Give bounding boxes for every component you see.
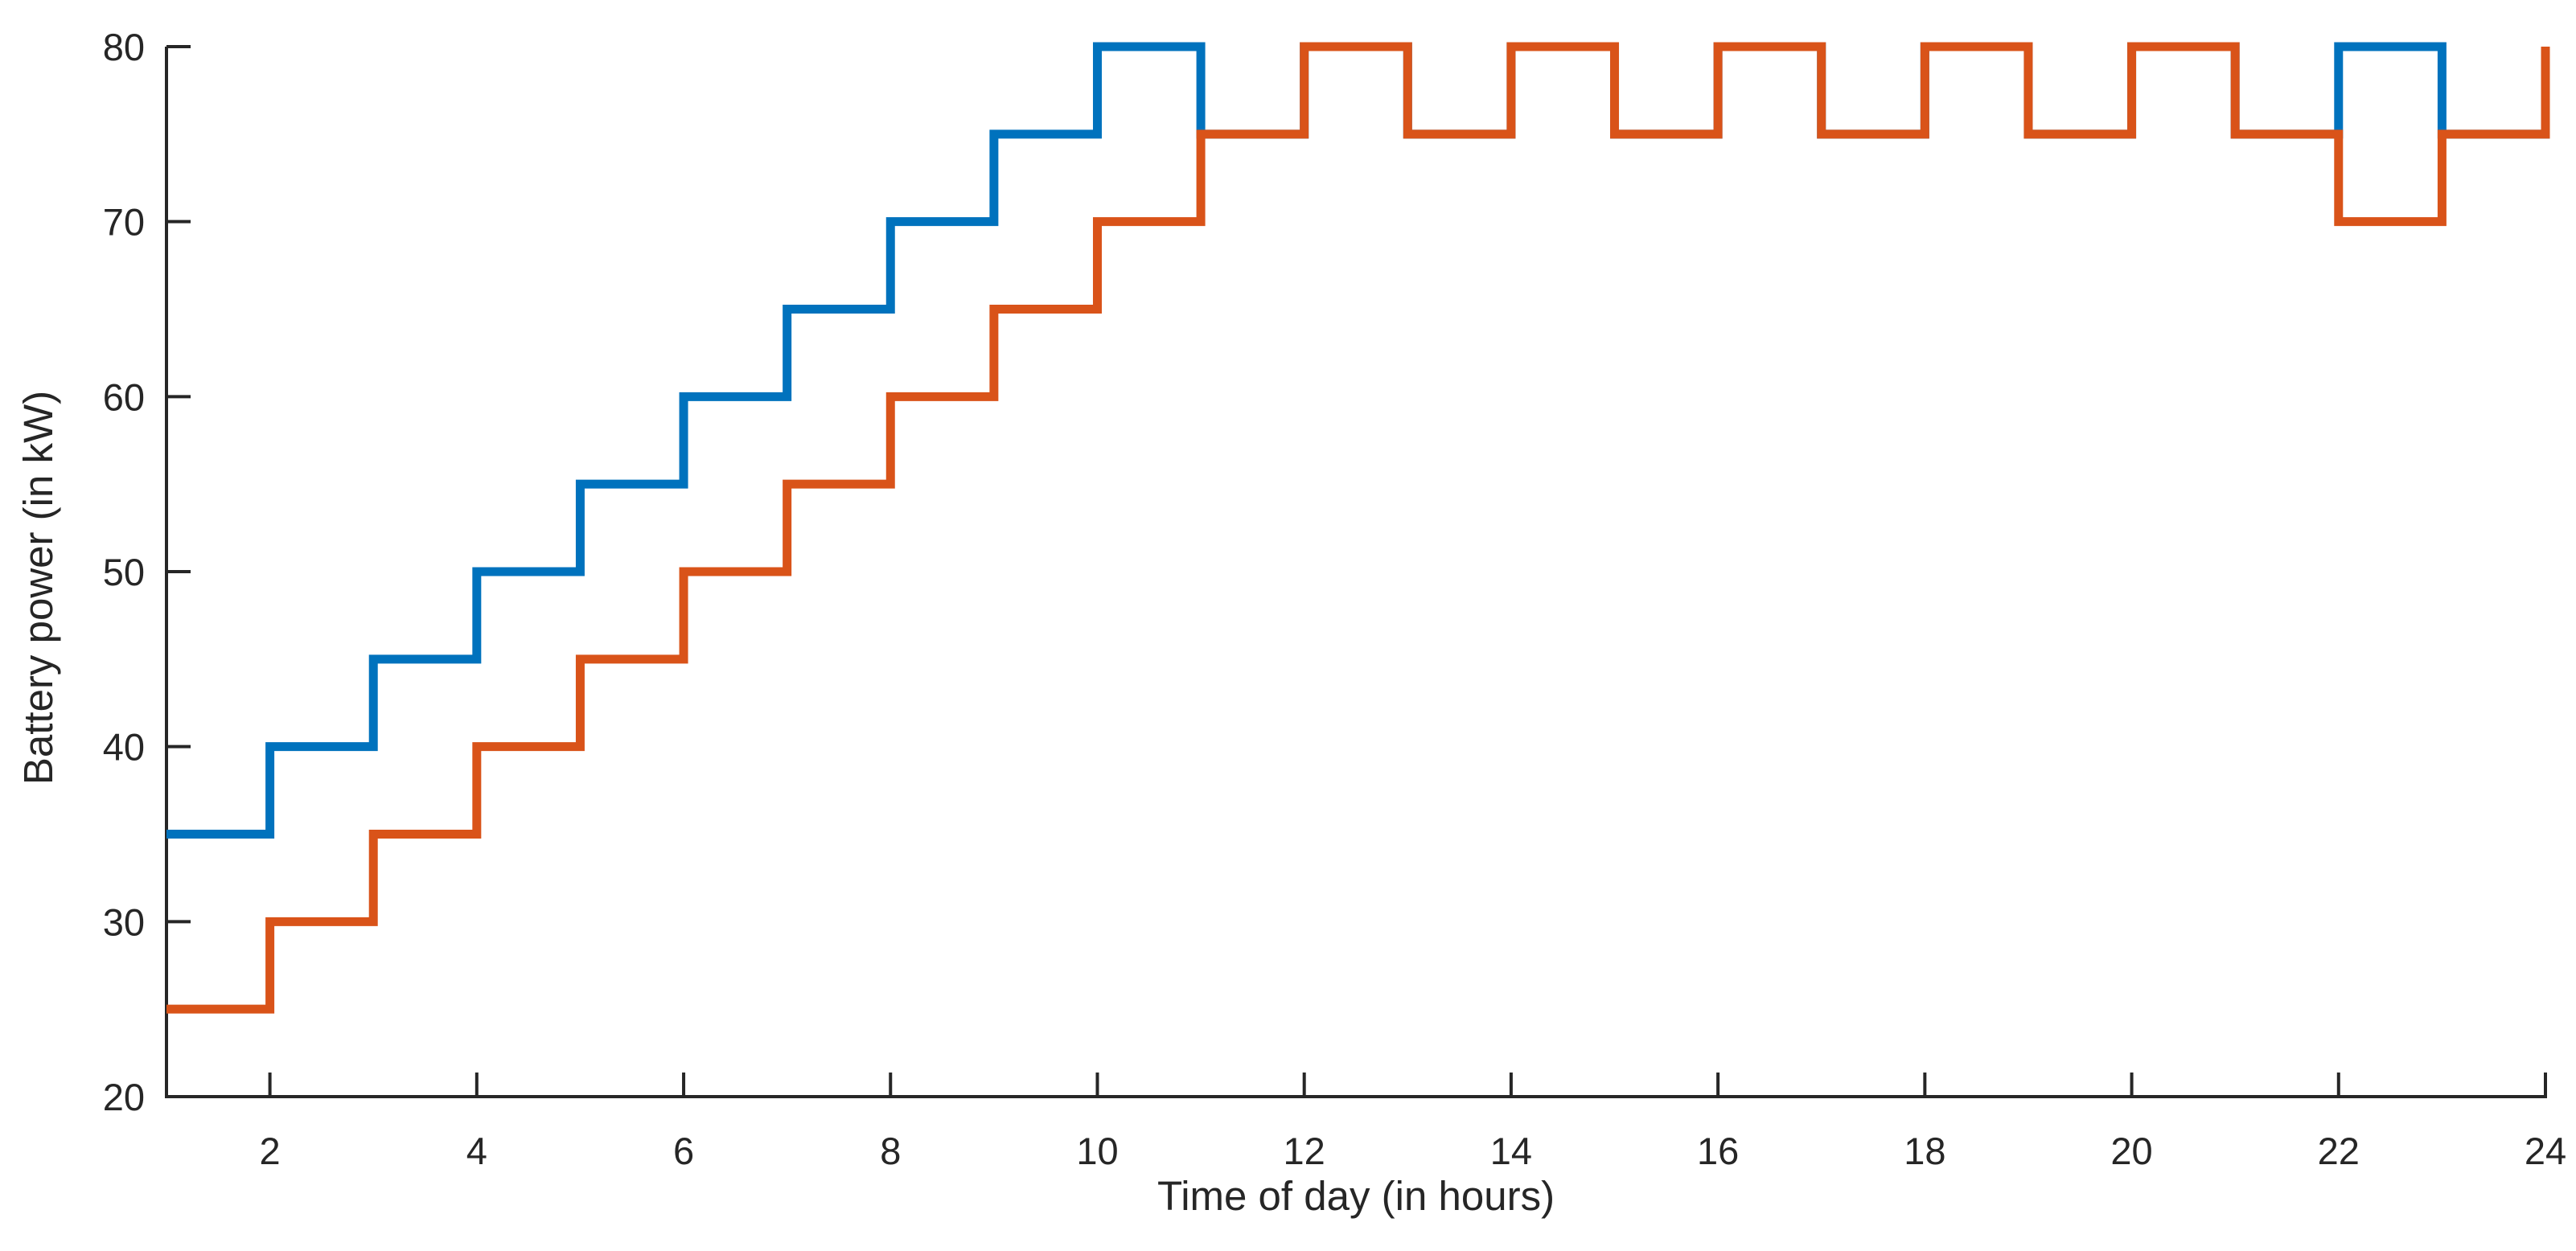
x-tick-label: 24 [2525, 1130, 2566, 1172]
x-tick-label: 6 [673, 1130, 694, 1172]
series-path-series-1-blue [166, 42, 2550, 839]
x-tick-label: 4 [466, 1130, 487, 1172]
x-tick-label: 22 [2318, 1130, 2360, 1172]
x-tick-label: 10 [1076, 1130, 1118, 1172]
x-tick-label: 14 [1490, 1130, 1532, 1172]
x-tick-label: 16 [1697, 1130, 1739, 1172]
x-axis-label: Time of day (in hours) [1157, 1173, 1555, 1219]
series-path-series-2-orange [166, 42, 2550, 1014]
x-tick-label: 12 [1284, 1130, 1325, 1172]
y-tick-label: 70 [103, 201, 145, 244]
y-tick-label: 20 [103, 1076, 145, 1118]
x-tick-label: 8 [880, 1130, 901, 1172]
x-tick-label: 20 [2110, 1130, 2152, 1172]
x-tick-label: 2 [260, 1130, 281, 1172]
y-axis-label: Battery power (in kW) [15, 390, 61, 785]
y-tick-label: 80 [103, 26, 145, 68]
y-tick-label: 30 [103, 900, 145, 943]
y-tick-label: 60 [103, 375, 145, 418]
y-tick-label: 40 [103, 726, 145, 769]
y-tick-label: 50 [103, 551, 145, 593]
x-tick-label: 18 [1904, 1130, 1945, 1172]
